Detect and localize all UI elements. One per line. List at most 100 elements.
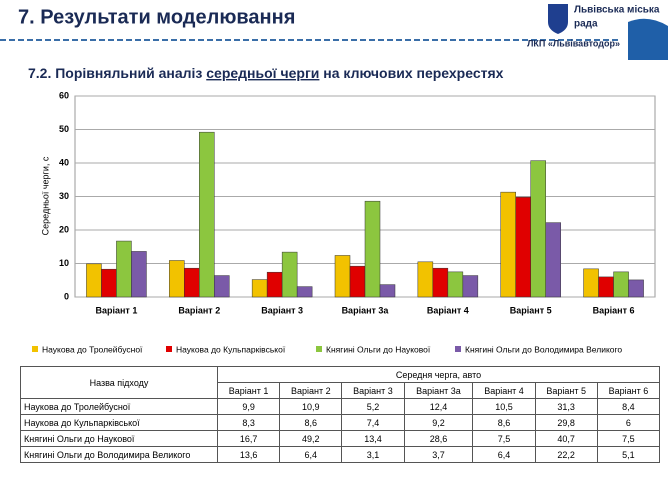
value-cell: 8,6 bbox=[279, 414, 343, 431]
x-tick-label: Варіант 3 bbox=[261, 305, 303, 315]
x-tick-label: Варіант 3а bbox=[342, 305, 390, 315]
legend-label: Наукова до Тролейбусної bbox=[42, 344, 143, 354]
value-cell: 7,5 bbox=[472, 430, 536, 447]
header-cell: Варіант 2 bbox=[279, 382, 343, 399]
y-tick-label: 50 bbox=[59, 124, 69, 134]
value-cell: 6 bbox=[596, 414, 661, 431]
bar bbox=[364, 200, 381, 298]
subtitle-part: на ключових перехрестях bbox=[319, 65, 503, 81]
header-cell: Варіант 6 bbox=[596, 382, 661, 399]
bar bbox=[598, 276, 614, 298]
legend-label: Княгині Ольги до Володимира Великого bbox=[465, 344, 622, 354]
table-row: Княгині Ольги до Володимира Великого 13,6… bbox=[20, 446, 661, 463]
bar bbox=[214, 275, 230, 298]
header-cell: Варіант 4 bbox=[472, 382, 536, 399]
value-cell: 16,7 bbox=[216, 430, 281, 447]
legend-swatch bbox=[32, 346, 38, 352]
value-cell: 13,4 bbox=[341, 430, 405, 447]
bar bbox=[86, 263, 102, 298]
bar bbox=[131, 251, 147, 298]
header-cell: Варіант 3а bbox=[403, 382, 474, 399]
bar bbox=[545, 222, 561, 298]
value-cell: 3,7 bbox=[403, 446, 474, 463]
header-row: Варіант 1 Варіант 2 Варіант 3 Варіант 3а Вар… bbox=[21, 382, 661, 399]
value-cell: 22,2 bbox=[534, 446, 598, 463]
table-row: Княгині Ольги до Наукової 16,7 49,2 13,4 28,… bbox=[20, 430, 661, 447]
value-cell: 9,9 bbox=[216, 398, 281, 415]
bar bbox=[515, 196, 531, 298]
value-cell: 31,3 bbox=[534, 398, 598, 415]
bar bbox=[199, 131, 215, 298]
slide-title: 7. Результати моделювання bbox=[18, 6, 295, 28]
bar bbox=[349, 265, 366, 298]
header-cell: Варіант 3 bbox=[341, 382, 405, 399]
header-cell: Варіант 5 bbox=[534, 382, 598, 399]
data-table: Назва підходу Середня черга, авто Варіант … bbox=[20, 366, 661, 463]
legend-swatch bbox=[166, 346, 172, 352]
legend-label: Наукова до Кульпарківської bbox=[176, 344, 286, 354]
y-tick-label: 10 bbox=[59, 258, 69, 268]
bar bbox=[432, 267, 449, 298]
y-tick-label: 20 bbox=[59, 224, 69, 234]
name-cell: Наукова до Кульпарківської bbox=[20, 414, 218, 431]
legend-swatch bbox=[316, 346, 322, 352]
x-tick-label: Варіант 2 bbox=[178, 305, 220, 315]
bar bbox=[500, 191, 516, 298]
legend-label: Княгині Ольги до Наукової bbox=[326, 344, 431, 354]
header-cell: Варіант 1 bbox=[216, 382, 281, 399]
y-tick-label: 60 bbox=[59, 90, 69, 100]
value-cell: 10,5 bbox=[472, 398, 536, 415]
header-row: Назва підходу Середня черга, авто bbox=[20, 366, 660, 399]
bar bbox=[334, 255, 351, 298]
table-row: Наукова до Тролейбусної 9,9 10,9 5,2 12,4 10,… bbox=[20, 398, 661, 415]
bar bbox=[628, 279, 644, 298]
value-cell: 6,4 bbox=[279, 446, 343, 463]
y-tick-label: 30 bbox=[59, 191, 69, 201]
value-cell: 7,4 bbox=[341, 414, 405, 431]
value-cell: 3,1 bbox=[341, 446, 405, 463]
value-cell: 49,2 bbox=[279, 430, 343, 447]
bar bbox=[613, 271, 629, 298]
bar bbox=[281, 251, 298, 298]
org-name: Львівська міська bbox=[574, 5, 660, 16]
value-cell: 40,7 bbox=[534, 430, 598, 447]
bar bbox=[101, 268, 117, 298]
x-tick-label: Варіант 5 bbox=[510, 305, 552, 315]
name-cell: Княгині Ольги до Наукової bbox=[20, 430, 218, 447]
bar bbox=[169, 260, 185, 298]
bar bbox=[530, 160, 546, 298]
value-cell: 10,9 bbox=[279, 398, 343, 415]
bar bbox=[266, 271, 283, 298]
value-cell: 8,4 bbox=[596, 398, 661, 415]
value-cell: 5,2 bbox=[341, 398, 405, 415]
subtitle: 7.2. Порівняльний аналіз середньої черги… bbox=[28, 65, 504, 81]
name-cell: Наукова до Тролейбусної bbox=[20, 398, 218, 415]
value-cell: 29,8 bbox=[534, 414, 598, 431]
coat-of-arms bbox=[548, 4, 568, 34]
value-cell: 9,2 bbox=[403, 414, 474, 431]
value-cell: 28,6 bbox=[403, 430, 474, 447]
header-cell: Середня черга, авто bbox=[217, 366, 660, 383]
value-cell: 13,6 bbox=[216, 446, 281, 463]
x-tick-label: Варіант 1 bbox=[95, 305, 137, 315]
bar bbox=[379, 284, 396, 298]
y-axis-label: Середньої черги, с bbox=[40, 156, 50, 235]
y-tick-label: 40 bbox=[59, 157, 69, 167]
chart: 7. Результати моделювання Львівська місь… bbox=[0, 4, 668, 354]
bar bbox=[417, 261, 434, 298]
value-cell: 12,4 bbox=[403, 398, 474, 415]
legend-swatch bbox=[455, 346, 461, 352]
subtitle-part: 7.2. Порівняльний аналіз bbox=[28, 65, 206, 81]
bar bbox=[184, 267, 200, 298]
bar bbox=[462, 275, 479, 298]
value-cell: 8,3 bbox=[216, 414, 281, 431]
table-row: Наукова до Кульпарківської 8,3 8,6 7,4 9,2 8,… bbox=[20, 414, 661, 431]
company-logo bbox=[628, 18, 668, 60]
org-name: рада bbox=[574, 19, 598, 30]
value-cell: 6,4 bbox=[472, 446, 536, 463]
x-tick-label: Варіант 6 bbox=[593, 305, 635, 315]
bar bbox=[116, 240, 132, 298]
bar bbox=[447, 271, 464, 298]
name-cell: Княгині Ольги до Володимира Великого bbox=[20, 446, 218, 463]
